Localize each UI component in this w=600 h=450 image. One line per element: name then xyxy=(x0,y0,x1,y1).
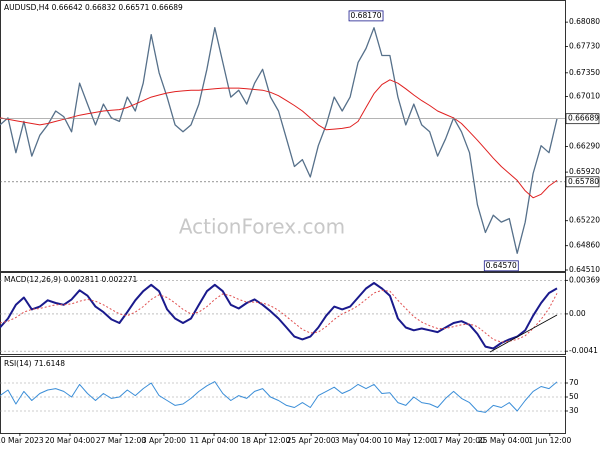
panel-frame xyxy=(0,272,566,355)
y-tick-label: 0.67730 xyxy=(569,41,600,50)
series-line xyxy=(0,27,558,254)
y-tick-label: 50 xyxy=(569,392,579,401)
y-tick-label: 0.64860 xyxy=(569,241,600,250)
annotation-label: 0.64570 xyxy=(486,261,517,270)
series-line xyxy=(0,381,558,413)
y-tick-label: 0.65920 xyxy=(569,167,600,176)
y-tick-label: 0.64510 xyxy=(569,265,600,274)
price-label: 0.66689 xyxy=(568,114,599,123)
panel-frame xyxy=(0,0,566,272)
x-tick-label: 11 Apr 04:00 xyxy=(190,436,239,445)
price-label-box xyxy=(565,176,600,188)
series-line xyxy=(0,282,558,350)
panel-title: AUDUSD,H4 0.66642 0.66832 0.66571 0.6668… xyxy=(4,3,183,12)
price-label: 0.65780 xyxy=(568,177,599,186)
price-label-box xyxy=(565,113,600,125)
series-line xyxy=(0,79,558,199)
x-tick-label: 10 May 12:00 xyxy=(383,436,435,445)
x-tick-label: 25 May 04:00 xyxy=(478,436,530,445)
x-tick-label: 3 May 04:00 xyxy=(335,436,382,445)
x-tick-label: 17 May 20:00 xyxy=(433,436,485,445)
y-tick-label: -0.0041 xyxy=(569,346,598,355)
x-tick-label: 10 Mar 2023 xyxy=(0,436,44,445)
y-tick-label: 0.67350 xyxy=(569,68,600,77)
annotation-label: 0.68170 xyxy=(351,11,382,20)
y-tick-label: 0.003693 xyxy=(569,275,600,284)
y-tick-label: 30 xyxy=(569,406,579,415)
trend-line xyxy=(489,314,558,353)
y-tick-label: 0.67010 xyxy=(569,91,600,100)
series-line xyxy=(0,289,558,343)
y-tick-label: 0.00 xyxy=(569,309,586,318)
x-tick-label: 18 Apr 12:00 xyxy=(241,436,290,445)
panel-title: MACD(12,26,9) 0.002811 0.002271 xyxy=(4,275,138,284)
annotation-box xyxy=(483,260,519,272)
y-tick-label: 0.66290 xyxy=(569,141,600,150)
x-tick-label: 1 Jun 12:00 xyxy=(528,436,571,445)
x-tick-label: 25 Apr 20:00 xyxy=(287,436,336,445)
watermark: ActionForex.com xyxy=(179,215,345,239)
y-tick-label: 0.65220 xyxy=(569,216,600,225)
y-tick-label: 70 xyxy=(569,378,579,387)
annotation-box xyxy=(348,10,384,22)
x-tick-label: 20 Mar 04:00 xyxy=(45,436,95,445)
x-tick-label: 3 Apr 20:00 xyxy=(142,436,186,445)
y-tick-label: 0.68080 xyxy=(569,17,600,26)
x-tick-label: 27 Mar 12:00 xyxy=(96,436,146,445)
panel-title: RSI(14) 71.6148 xyxy=(4,359,65,368)
